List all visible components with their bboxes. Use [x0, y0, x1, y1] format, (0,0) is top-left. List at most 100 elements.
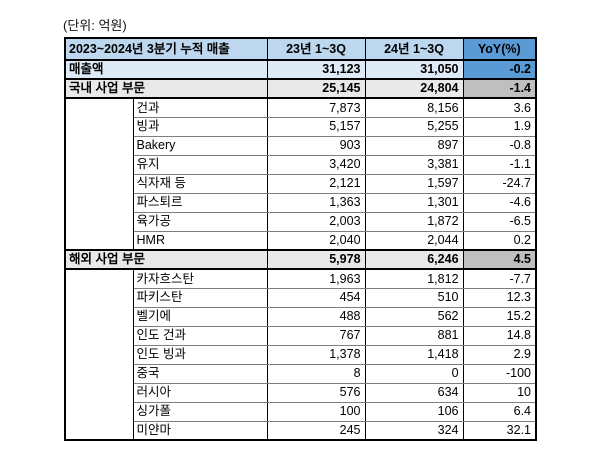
table-title: 2023~2024년 3분기 누적 매출	[64, 37, 268, 61]
value-24y: 881	[364, 325, 464, 346]
table-row-sub: 중국 8 0 -100	[65, 363, 537, 384]
table-row-sub: Bakery 903 897 -0.8	[65, 135, 537, 156]
value-23y: 5,157	[266, 116, 366, 137]
value-24y: 8,156	[364, 97, 464, 118]
value-23y: 31,123	[266, 59, 366, 80]
table-row-sub: 식자재 등 2,121 1,597 -24.7	[65, 173, 537, 194]
value-24y: 324	[364, 420, 464, 441]
value-yoy: 15.2	[462, 306, 537, 327]
table-row-sub: 육가공 2,003 1,872 -6.5	[65, 211, 537, 232]
value-24y: 1,597	[364, 173, 464, 194]
value-24y: 24,804	[364, 78, 464, 99]
table-row-total: 매출액 31,123 31,050 -0.2	[64, 59, 537, 80]
unit-label: (단위: 억원)	[63, 18, 127, 33]
table-row-sub: 인도 건과 767 881 14.8	[65, 325, 537, 346]
column-header-23y: 23년 1~3Q	[266, 37, 366, 61]
value-yoy: 1.9	[462, 116, 537, 137]
table-row-section: 국내 사업 부문 25,145 24,804 -1.4	[64, 78, 537, 99]
value-yoy: -1.1	[462, 154, 537, 175]
value-24y: 0	[364, 363, 464, 384]
value-23y: 25,145	[266, 78, 366, 99]
value-yoy: 10	[462, 382, 537, 403]
table-row-sub: 유지 3,420 3,381 -1.1	[65, 154, 537, 175]
row-label: 해외 사업 부문	[64, 249, 268, 270]
value-23y: 100	[266, 401, 366, 422]
table-row-sub: 건과 7,873 8,156 3.6	[65, 97, 537, 250]
row-label: 벨기에	[132, 306, 268, 327]
column-header-24y: 24년 1~3Q	[364, 37, 464, 61]
row-label: 유지	[132, 154, 268, 175]
table-row-sub: 벨기에 488 562 15.2	[65, 306, 537, 327]
value-24y: 6,246	[364, 249, 464, 270]
value-24y: 3,381	[364, 154, 464, 175]
value-23y: 454	[266, 287, 366, 308]
value-yoy: 4.5	[462, 249, 537, 270]
row-label: 싱가폴	[132, 401, 268, 422]
value-23y: 5,978	[266, 249, 366, 270]
value-yoy: 12.3	[462, 287, 537, 308]
value-yoy: 14.8	[462, 325, 537, 346]
value-24y: 1,301	[364, 192, 464, 213]
value-yoy: -4.6	[462, 192, 537, 213]
value-yoy: -0.8	[462, 135, 537, 156]
value-yoy: -1.4	[462, 78, 537, 99]
value-23y: 245	[266, 420, 366, 441]
value-24y: 1,872	[364, 211, 464, 232]
value-23y: 1,963	[266, 268, 366, 289]
value-24y: 634	[364, 382, 464, 403]
value-23y: 1,363	[266, 192, 366, 213]
value-yoy: -7.7	[462, 268, 537, 289]
row-label: HMR	[132, 230, 268, 251]
row-label: 건과	[132, 97, 268, 118]
row-label: 러시아	[132, 382, 268, 403]
table-row-sub: 미얀마 245 324 32.1	[65, 420, 537, 441]
table-row-sub: 카자흐스탄 1,963 1,812 -7.7	[65, 268, 537, 440]
value-23y: 2,003	[266, 211, 366, 232]
value-yoy: -0.2	[462, 59, 537, 80]
value-23y: 576	[266, 382, 366, 403]
value-yoy: 0.2	[462, 230, 537, 251]
value-yoy: -100	[462, 363, 537, 384]
row-label: 매출액	[64, 59, 268, 80]
row-label: 인도 건과	[132, 325, 268, 346]
value-yoy: 6.4	[462, 401, 537, 422]
value-24y: 106	[364, 401, 464, 422]
value-yoy: 3.6	[462, 97, 537, 118]
value-23y: 767	[266, 325, 366, 346]
value-24y: 5,255	[364, 116, 464, 137]
value-23y: 3,420	[266, 154, 366, 175]
row-label: 미얀마	[132, 420, 268, 441]
row-label: 중국	[132, 363, 268, 384]
row-label: 식자재 등	[132, 173, 268, 194]
row-label: Bakery	[132, 135, 268, 156]
value-23y: 488	[266, 306, 366, 327]
table-row-sub: 파키스탄 454 510 12.3	[65, 287, 537, 308]
value-24y: 897	[364, 135, 464, 156]
value-yoy: -6.5	[462, 211, 537, 232]
table-row-sub: 러시아 576 634 10	[65, 382, 537, 403]
table-body: 매출액 31,123 31,050 -0.2 국내 사업 부문 25,145 24,804-…	[64, 59, 537, 441]
row-label: 빙과	[132, 116, 268, 137]
value-24y: 31,050	[364, 59, 464, 80]
row-label: 육가공	[132, 211, 268, 232]
row-label: 인도 빙과	[132, 344, 268, 365]
value-24y: 1,418	[364, 344, 464, 365]
value-yoy: 2.9	[462, 344, 537, 365]
table-row-sub: 인도 빙과 1,378 1,418 2.9	[65, 344, 537, 365]
value-24y: 2,044	[364, 230, 464, 251]
indent-cell	[65, 98, 134, 250]
value-24y: 510	[364, 287, 464, 308]
table-row-sub: 싱가폴 100 106 6.4	[65, 401, 537, 422]
table-header-row: 2023~2024년 3분기 누적 매출 23년 1~3Q 24년 1~3Q Y…	[64, 37, 537, 61]
row-label: 파키스탄	[132, 287, 268, 308]
value-23y: 2,121	[266, 173, 366, 194]
indent-cell	[65, 269, 134, 440]
value-23y: 2,040	[266, 230, 366, 251]
value-23y: 8	[266, 363, 366, 384]
row-label: 파스퇴르	[132, 192, 268, 213]
value-23y: 903	[266, 135, 366, 156]
table-row-sub: 파스퇴르 1,363 1,301 -4.6	[65, 192, 537, 213]
row-label: 국내 사업 부문	[64, 78, 268, 99]
value-yoy: 32.1	[462, 420, 537, 441]
